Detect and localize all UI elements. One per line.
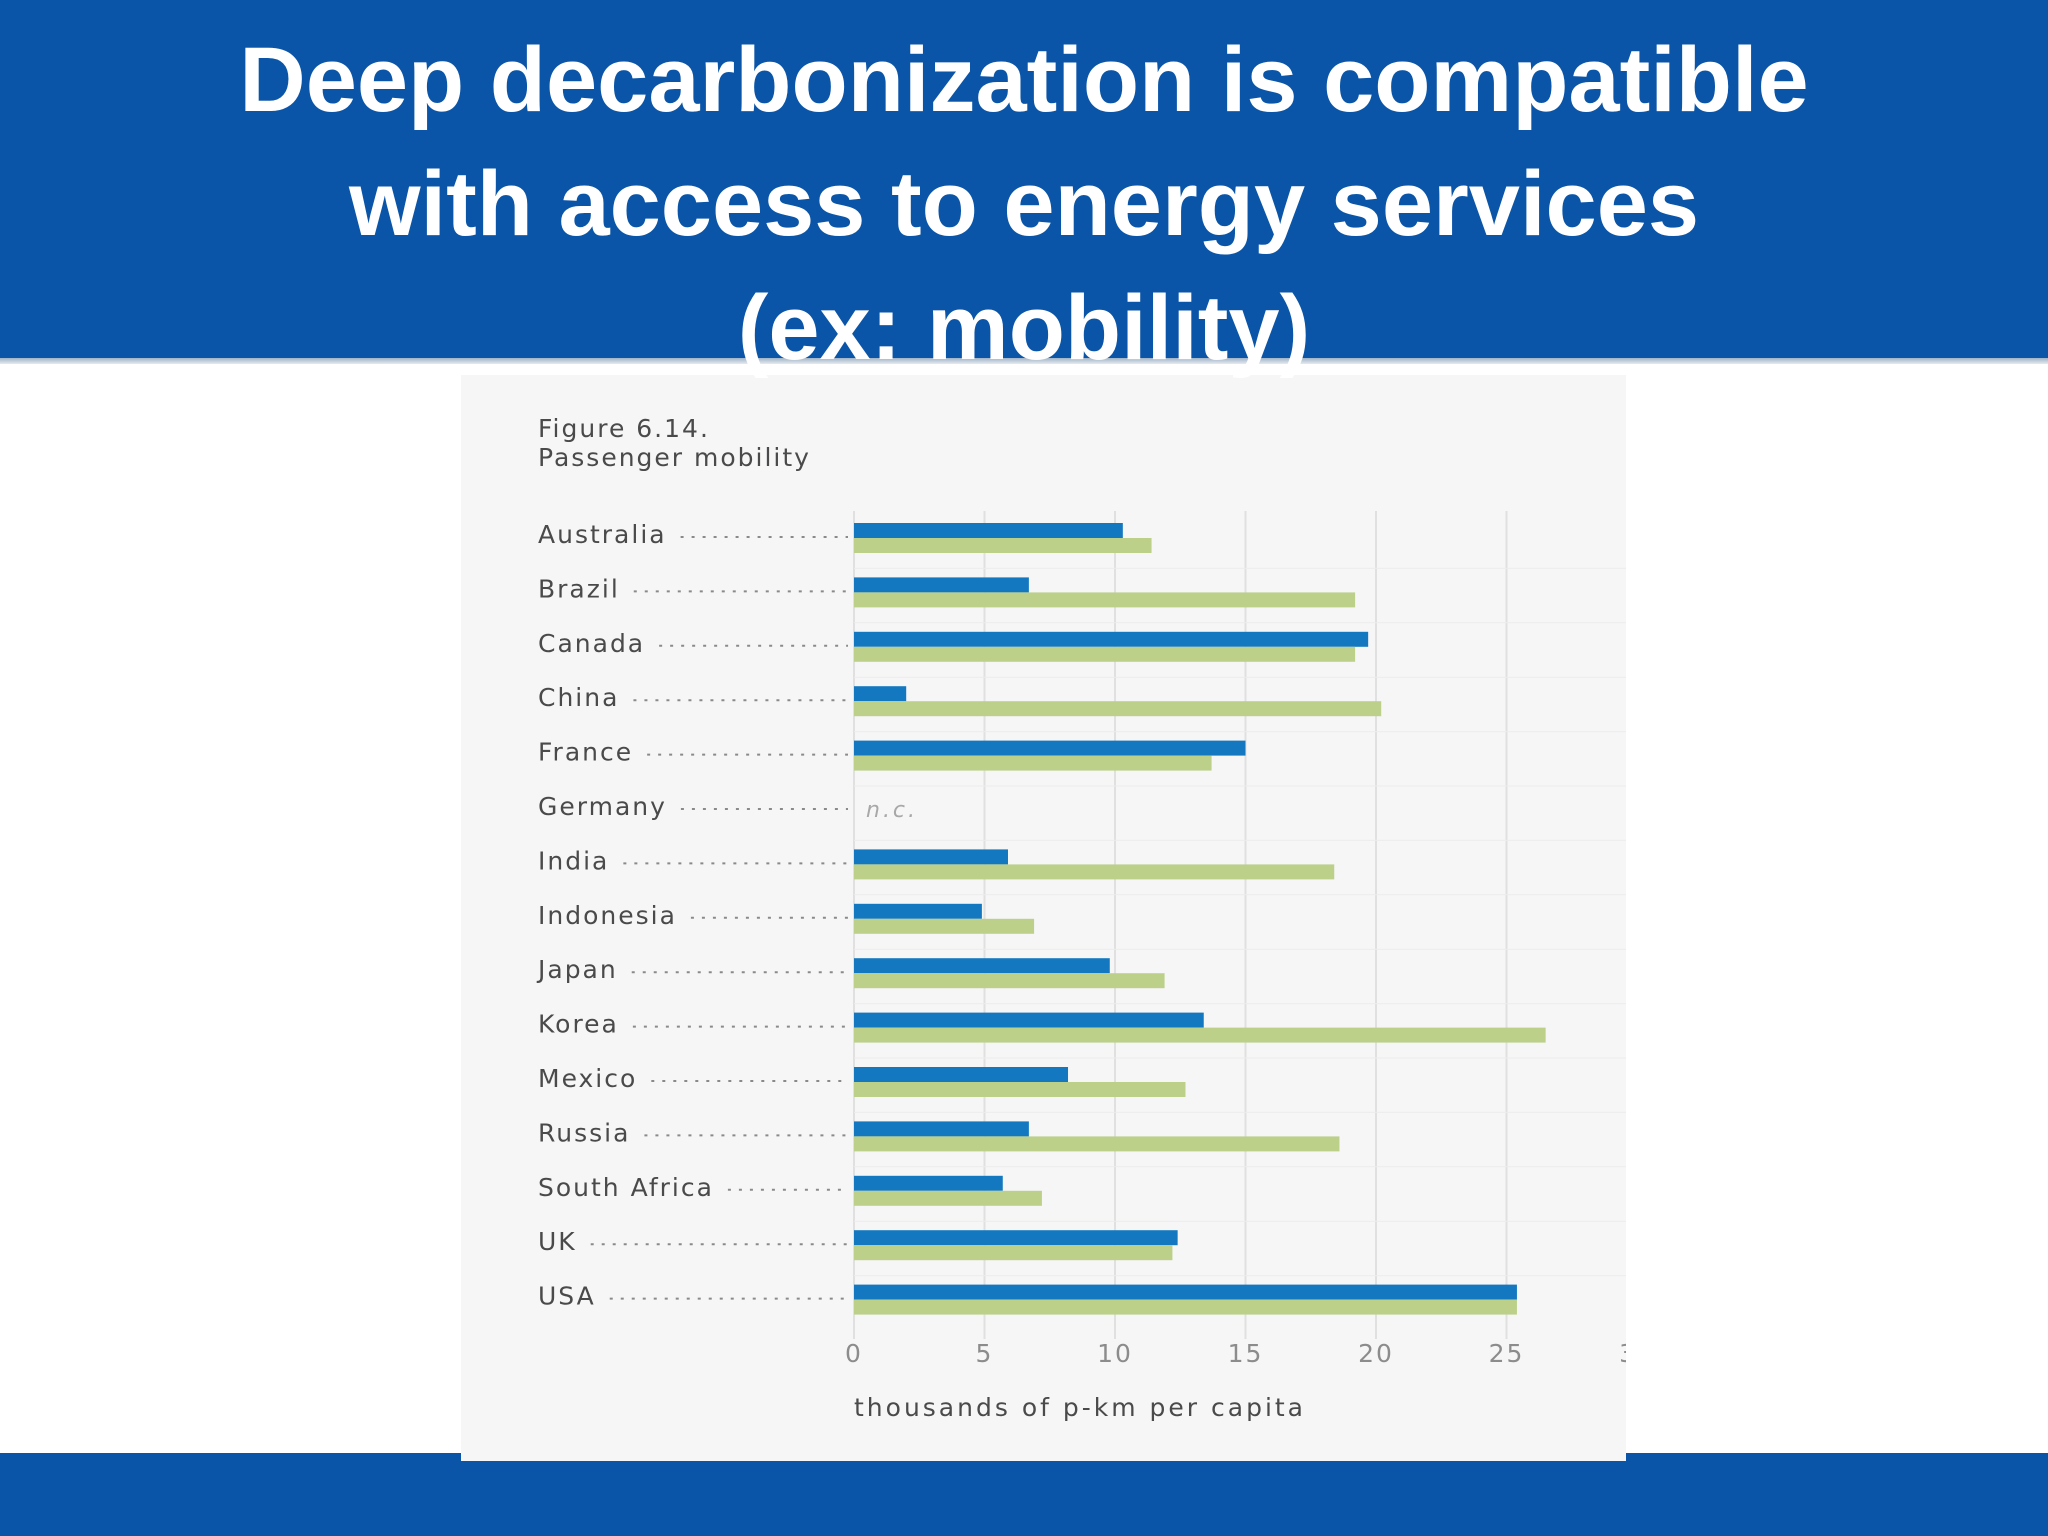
category-label: Canada (538, 629, 645, 658)
x-tick-label: 0 (845, 1339, 863, 1368)
category-label: Brazil (538, 574, 620, 603)
bar-australia-s1 (854, 523, 1123, 538)
bar-korea-s2 (854, 1027, 1546, 1043)
x-tick-label: 5 (976, 1339, 994, 1368)
bar-china-s2 (854, 701, 1382, 717)
bar-france-s2 (854, 755, 1212, 771)
bar-uk-s1 (854, 1230, 1178, 1246)
bar-usa-s1 (854, 1284, 1517, 1300)
bar-south-africa-s2 (854, 1190, 1042, 1206)
annotation-nc: n.c. (866, 798, 918, 823)
x-tick-label: 20 (1358, 1339, 1394, 1368)
category-label: USA (538, 1282, 596, 1311)
category-label: Japan (536, 955, 618, 984)
bar-brazil-s1 (854, 577, 1029, 593)
bar-australia-s2 (854, 538, 1152, 553)
bar-south-africa-s1 (854, 1175, 1003, 1191)
bar-mexico-s1 (854, 1067, 1069, 1082)
bar-russia-s1 (854, 1121, 1029, 1137)
bar-japan-s2 (854, 973, 1165, 989)
category-label: Australia (538, 520, 667, 549)
category-label: Russia (538, 1118, 630, 1147)
bar-indonesia-s2 (854, 918, 1035, 934)
bar-indonesia-s1 (854, 903, 982, 919)
slide-title: Deep decarbonization is compatible with … (0, 18, 2048, 390)
category-label: Korea (538, 1010, 619, 1039)
category-label: India (538, 846, 609, 875)
bar-korea-s1 (854, 1012, 1204, 1028)
bar-uk-s2 (854, 1245, 1173, 1261)
slide-title-line-1: Deep decarbonization is compatible (239, 29, 1809, 131)
category-label: Germany (538, 792, 667, 821)
chart-figure: Figure 6.14. Passenger mobility Australia B… (461, 375, 1626, 1461)
bar-russia-s2 (854, 1136, 1340, 1152)
chart-subtitle: Passenger mobility (538, 443, 811, 472)
category-label: UK (538, 1227, 577, 1256)
category-label: France (538, 738, 633, 767)
bar-india-s2 (854, 864, 1335, 880)
slide-title-line-3: (ex: mobility) (737, 277, 1311, 379)
category-label: South Africa (538, 1173, 714, 1202)
title-banner (0, 0, 2048, 358)
category-label: Indonesia (538, 901, 677, 930)
bar-canada-s2 (854, 646, 1356, 662)
category-label: China (538, 683, 619, 712)
x-tick-label: 25 (1489, 1339, 1525, 1368)
bar-france-s1 (854, 740, 1246, 756)
x-tick-label: 10 (1097, 1339, 1133, 1368)
bar-india-s1 (854, 849, 1008, 865)
x-tick-label: 30 (1619, 1339, 1626, 1368)
passenger-mobility-chart: Figure 6.14.Passenger mobility Australia B… (536, 414, 1626, 1422)
bar-mexico-s2 (854, 1082, 1186, 1097)
bar-japan-s1 (854, 958, 1110, 974)
slide-title-line-2: with access to energy services (348, 153, 1700, 255)
footer-band (0, 1453, 2048, 1536)
chart-title: Figure 6.14. (538, 414, 710, 443)
bar-brazil-s2 (854, 592, 1356, 608)
bar-usa-s2 (854, 1299, 1517, 1315)
x-axis-label: thousands of p-km per capita (854, 1393, 1306, 1422)
bar-canada-s1 (854, 631, 1369, 647)
bar-china-s1 (854, 686, 907, 702)
banner-divider (0, 358, 2048, 364)
x-tick-label: 15 (1228, 1339, 1264, 1368)
category-label: Mexico (538, 1064, 637, 1093)
